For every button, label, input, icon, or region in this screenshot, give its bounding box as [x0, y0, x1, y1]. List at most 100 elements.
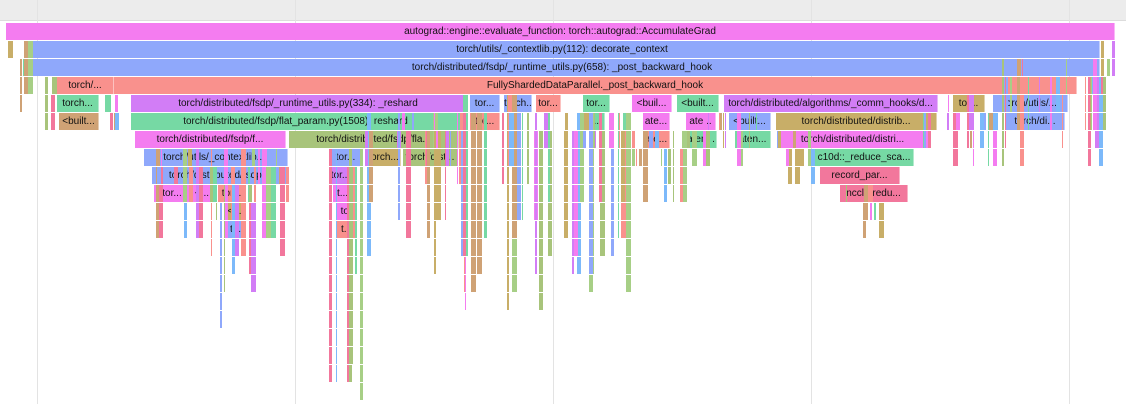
flame-frame-sliver[interactable] — [1107, 59, 1110, 76]
flame-frame-sliver[interactable] — [360, 167, 363, 184]
flame-frame-sliver[interactable] — [352, 257, 353, 274]
flame-frame-sliver[interactable] — [577, 113, 581, 130]
flame-frame-sliver[interactable] — [161, 149, 162, 166]
flame-frame-sliver[interactable] — [434, 239, 436, 256]
flame-frame-sliver[interactable] — [1101, 77, 1106, 94]
flame-frame-sliver[interactable] — [477, 257, 482, 274]
flame-frame-sliver[interactable] — [20, 95, 22, 112]
flame-frame-sliver[interactable] — [611, 203, 614, 220]
flame-frame-sliver[interactable] — [1093, 113, 1097, 130]
flame-frame-sliver[interactable] — [539, 167, 543, 184]
flame-frame-sliver[interactable] — [1088, 77, 1091, 94]
flame-frame-sliver[interactable] — [196, 149, 199, 166]
flame-frame-sliver[interactable] — [355, 239, 357, 256]
flame-frame-sliver[interactable] — [548, 149, 550, 166]
flame-frame-sliver[interactable] — [539, 185, 543, 202]
flame-frame-sliver[interactable] — [580, 149, 584, 166]
flame-frame-sliver[interactable] — [1091, 95, 1092, 112]
flame-frame-sliver[interactable] — [258, 167, 260, 184]
flame-frame-sliver[interactable] — [360, 239, 363, 256]
flame-frame-sliver[interactable] — [574, 131, 578, 148]
flame-frame-sliver[interactable] — [512, 275, 517, 292]
flame-frame-sliver[interactable] — [564, 149, 565, 166]
flame-frame-sliver[interactable] — [349, 365, 352, 382]
flame-frame-sliver[interactable] — [967, 113, 969, 130]
flame-frame-sliver[interactable] — [433, 113, 438, 130]
flame-frame-sliver[interactable] — [548, 131, 550, 148]
flame-frame-sliver[interactable] — [507, 167, 509, 184]
flame-frame-sliver[interactable] — [565, 185, 568, 202]
flame-frame[interactable]: <built... — [677, 95, 719, 112]
flame-frame-sliver[interactable] — [1004, 59, 1008, 76]
flame-frame-sliver[interactable] — [512, 185, 517, 202]
flame-frame-sliver[interactable] — [465, 293, 466, 310]
flame-frame-sliver[interactable] — [434, 257, 436, 274]
flame-frame-sliver[interactable] — [580, 131, 584, 148]
flame-frame-sliver[interactable] — [1090, 77, 1091, 94]
flame-frame-sliver[interactable] — [352, 311, 353, 328]
flame-frame-sliver[interactable] — [682, 149, 687, 166]
flame-frame-sliver[interactable] — [220, 239, 222, 256]
flame-frame-sliver[interactable] — [1004, 77, 1008, 94]
flame-frame-sliver[interactable] — [565, 167, 568, 184]
flame-frame-sliver[interactable] — [953, 131, 958, 148]
flame-frame-sliver[interactable] — [220, 203, 222, 220]
flame-frame-sliver[interactable] — [220, 293, 222, 310]
flame-frame-sliver[interactable] — [329, 203, 332, 220]
flame-frame-sliver[interactable] — [465, 257, 466, 274]
flame-frame-sliver[interactable] — [276, 149, 277, 166]
flame-frame-sliver[interactable] — [352, 329, 353, 346]
flame-frame-sliver[interactable] — [436, 149, 441, 166]
flame-frame-sliver[interactable] — [609, 113, 614, 130]
flame-frame-sliver[interactable] — [279, 167, 280, 184]
flame-frame-sliver[interactable] — [682, 131, 687, 148]
flame-frame-sliver[interactable] — [184, 203, 187, 220]
flame-frame-sliver[interactable] — [611, 185, 614, 202]
flame-frame-sliver[interactable] — [600, 221, 605, 238]
flame-frame-sliver[interactable] — [105, 95, 108, 112]
flame-frame-sliver[interactable] — [360, 383, 363, 400]
flame-frame-sliver[interactable] — [600, 239, 605, 256]
flame-frame-sliver[interactable] — [51, 113, 55, 130]
flame-frame-sliver[interactable] — [218, 185, 219, 202]
flame-frame-sliver[interactable] — [522, 167, 523, 184]
flame-frame-sliver[interactable] — [352, 167, 353, 184]
flame-frame-sliver[interactable] — [329, 167, 332, 184]
flame-frame-sliver[interactable] — [355, 167, 357, 184]
flame-frame-sliver[interactable] — [572, 131, 574, 148]
flame-frame-sliver[interactable] — [262, 185, 267, 202]
flame-frame[interactable]: FullyShardedDataParallel._post_backward_… — [114, 77, 1077, 94]
flame-frame-sliver[interactable] — [723, 131, 724, 148]
flame-frame-sliver[interactable] — [928, 113, 931, 130]
flame-frame-sliver[interactable] — [600, 167, 605, 184]
flame-frame-sliver[interactable] — [349, 203, 352, 220]
flame-frame-sliver[interactable] — [1101, 59, 1104, 76]
flame-frame-sliver[interactable] — [673, 167, 674, 184]
flame-frame-sliver[interactable] — [621, 203, 626, 220]
flame-frame-sliver[interactable] — [589, 257, 593, 274]
flame-frame-sliver[interactable] — [928, 131, 931, 148]
flame-frame-sliver[interactable] — [184, 221, 187, 238]
flame-frame-sliver[interactable] — [463, 167, 466, 184]
flame-frame-sliver[interactable] — [577, 203, 581, 220]
flame-frame-sliver[interactable] — [682, 167, 687, 184]
flame-frame-sliver[interactable] — [254, 167, 256, 184]
flame-frame-sliver[interactable] — [450, 149, 451, 166]
flame-frame[interactable]: tor... — [583, 95, 610, 112]
flame-frame-sliver[interactable] — [477, 221, 482, 238]
flame-frame-sliver[interactable] — [196, 221, 199, 238]
flame-frame-sliver[interactable] — [463, 239, 466, 256]
flame-frame-sliver[interactable] — [183, 185, 187, 202]
flame-frame-sliver[interactable] — [471, 149, 476, 166]
flame-frame-sliver[interactable] — [980, 131, 984, 148]
flame-frame-sliver[interactable] — [156, 203, 160, 220]
flame-frame-sliver[interactable] — [159, 167, 163, 184]
flame-frame-sliver[interactable] — [1090, 95, 1091, 112]
flame-frame-sliver[interactable] — [224, 221, 228, 238]
flame-frame-sliver[interactable] — [484, 221, 487, 238]
flame-frame-sliver[interactable] — [548, 113, 550, 130]
flame-frame-sliver[interactable] — [445, 149, 446, 166]
flame-frame-sliver[interactable] — [210, 185, 215, 202]
flame-frame-sliver[interactable] — [463, 185, 466, 202]
flame-frame-sliver[interactable] — [565, 203, 568, 220]
